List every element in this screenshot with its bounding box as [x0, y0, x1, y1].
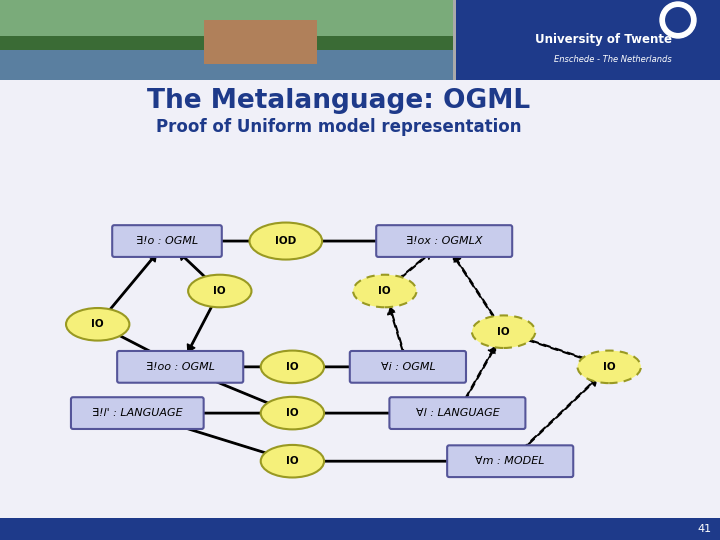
FancyArrowPatch shape: [197, 363, 276, 371]
Ellipse shape: [577, 350, 641, 383]
Text: IO: IO: [498, 327, 510, 337]
Ellipse shape: [353, 275, 416, 307]
Text: IO: IO: [379, 286, 391, 296]
Ellipse shape: [261, 397, 324, 429]
Ellipse shape: [261, 445, 324, 477]
Text: IO: IO: [603, 362, 616, 372]
FancyArrowPatch shape: [302, 237, 428, 245]
Text: Enschede - The Netherlands: Enschede - The Netherlands: [554, 56, 672, 64]
FancyArrowPatch shape: [309, 363, 391, 371]
Text: ∀l : LANGUAGE: ∀l : LANGUAGE: [415, 408, 499, 418]
FancyBboxPatch shape: [117, 351, 243, 383]
FancyArrowPatch shape: [184, 237, 269, 245]
Ellipse shape: [66, 308, 130, 341]
FancyArrowPatch shape: [465, 346, 495, 399]
Bar: [204, 20, 317, 64]
FancyArrowPatch shape: [454, 255, 495, 318]
FancyArrowPatch shape: [154, 409, 276, 417]
FancyBboxPatch shape: [350, 351, 466, 383]
FancyArrowPatch shape: [196, 372, 277, 407]
FancyArrowPatch shape: [519, 335, 593, 362]
Ellipse shape: [188, 275, 251, 307]
Text: 41: 41: [698, 524, 712, 534]
Bar: [0, 518, 720, 540]
Text: IO: IO: [286, 408, 299, 418]
Ellipse shape: [250, 222, 322, 260]
Bar: [0, 0, 453, 80]
FancyArrowPatch shape: [522, 379, 597, 450]
Bar: [453, 0, 456, 80]
Ellipse shape: [261, 350, 324, 383]
FancyBboxPatch shape: [447, 446, 573, 477]
Ellipse shape: [472, 315, 535, 348]
Text: ∀i : OGML: ∀i : OGML: [381, 362, 436, 372]
FancyBboxPatch shape: [390, 397, 526, 429]
FancyArrowPatch shape: [179, 253, 208, 280]
FancyArrowPatch shape: [108, 254, 156, 312]
FancyBboxPatch shape: [71, 397, 204, 429]
Text: ∃!l' : LANGUAGE: ∃!l' : LANGUAGE: [92, 408, 183, 418]
FancyBboxPatch shape: [376, 225, 512, 257]
Text: University of Twente: University of Twente: [535, 33, 672, 46]
Text: Proof of Uniform model representation: Proof of Uniform model representation: [156, 118, 521, 136]
FancyArrowPatch shape: [309, 457, 493, 465]
FancyArrowPatch shape: [397, 252, 431, 281]
Text: IO: IO: [214, 286, 226, 296]
Text: ∃!oo : OGML: ∃!oo : OGML: [145, 362, 215, 372]
Text: ∃!o : OGML: ∃!o : OGML: [136, 236, 198, 246]
Text: IO: IO: [91, 319, 104, 329]
FancyBboxPatch shape: [112, 225, 222, 257]
Text: IO: IO: [286, 362, 299, 372]
Text: IO: IO: [286, 456, 299, 466]
Bar: [0, 0, 720, 80]
Circle shape: [664, 6, 692, 34]
FancyArrowPatch shape: [387, 307, 404, 351]
Text: ∀m : MODEL: ∀m : MODEL: [475, 456, 545, 466]
Circle shape: [660, 2, 696, 38]
Text: The Metalanguage: OGML: The Metalanguage: OGML: [147, 88, 530, 114]
Bar: [0, 0, 453, 36]
FancyArrowPatch shape: [309, 409, 441, 417]
Text: IOD: IOD: [275, 236, 297, 246]
FancyArrowPatch shape: [187, 306, 212, 352]
FancyArrowPatch shape: [112, 332, 166, 360]
Bar: [0, 50, 453, 80]
Text: ∃!ox : OGMLX: ∃!ox : OGMLX: [406, 236, 482, 246]
FancyArrowPatch shape: [153, 416, 276, 457]
